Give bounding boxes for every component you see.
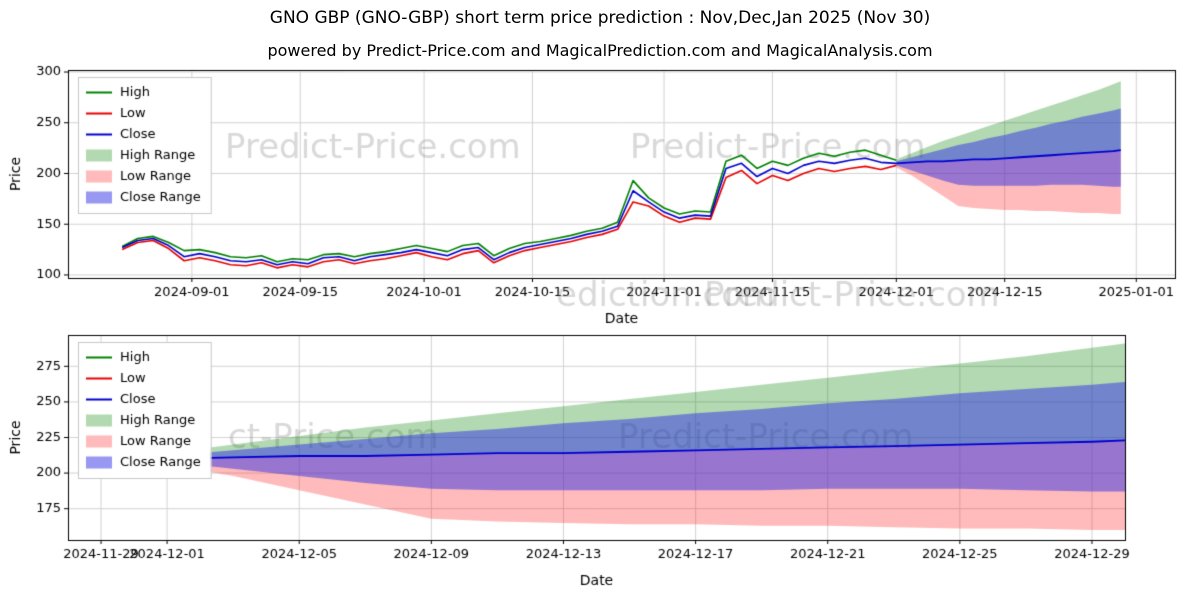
chart-title: GNO GBP (GNO-GBP) short term price predi… [269,8,931,28]
chart-subtitle: powered by Predict-Price.com and Magical… [267,41,933,60]
